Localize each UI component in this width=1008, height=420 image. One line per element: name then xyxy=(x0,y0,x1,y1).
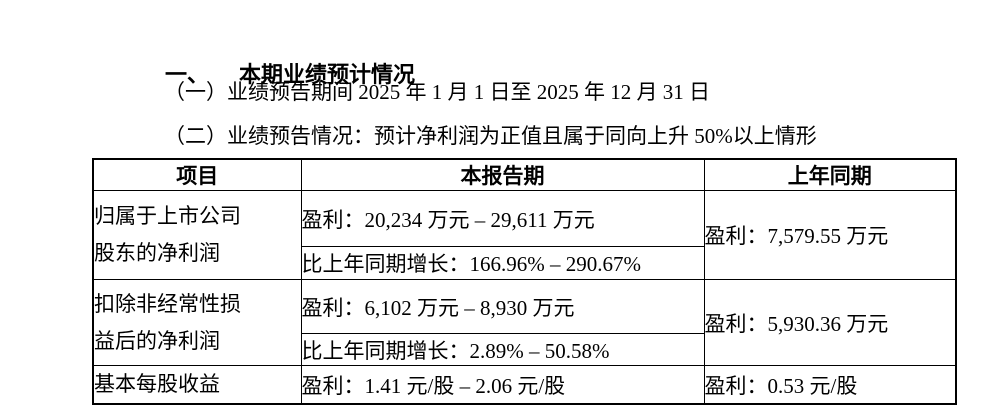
col-header-current-period: 本报告期 xyxy=(300,158,705,191)
cell-net-profit-growth: 比上年同期增长：166.96% – 290.67% xyxy=(300,246,705,280)
cell-item-eps: 基本每股收益 xyxy=(92,365,302,405)
table-row-eps: 基本每股收益 盈利：1.41 元/股 – 2.06 元/股 盈利：0.53 元/… xyxy=(92,365,957,405)
section-title: 本期业绩预计情况 xyxy=(239,62,416,87)
cell-net-profit-prior: 盈利：7,579.55 万元 xyxy=(703,190,957,280)
cell-eps-current: 盈利：1.41 元/股 – 2.06 元/股 xyxy=(300,365,705,405)
cell-item-net-profit: 归属于上市公司 股东的净利润 xyxy=(92,190,302,280)
item-line: 扣除非经常性损 xyxy=(94,291,241,316)
item-line: 益后的净利润 xyxy=(94,328,220,353)
col-header-item: 项目 xyxy=(92,158,302,191)
table-row-deducted-profit-a: 扣除非经常性损 益后的净利润 盈利：6,102 万元 – 8,930 万元 盈利… xyxy=(92,279,957,366)
item-line: 归属于上市公司 xyxy=(94,204,241,228)
item-line: 股东的净利润 xyxy=(94,241,220,265)
section-number: 一、 xyxy=(165,62,210,87)
cell-item-deducted-profit: 扣除非经常性损 益后的净利润 xyxy=(92,279,302,366)
cell-net-profit-current: 盈利：20,234 万元 – 29,611 万元 xyxy=(300,190,705,247)
item-line: 基本每股收益 xyxy=(94,372,220,396)
table-header-row: 项目 本报告期 上年同期 xyxy=(92,158,957,191)
table-row-net-profit-a: 归属于上市公司 股东的净利润 盈利：20,234 万元 – 29,611 万元 … xyxy=(92,190,957,280)
cell-deducted-profit-current: 盈利：6,102 万元 – 8,930 万元 xyxy=(300,279,705,334)
paragraph-forecast-situation: （二）业绩预告情况：预计净利润为正值且属于同向上升 50%以上情形 xyxy=(164,124,817,148)
paragraph-forecast-period: （一）业绩预告期间 2025 年 1 月 1 日至 2025 年 12 月 31… xyxy=(164,80,710,104)
col-header-prior-period: 上年同期 xyxy=(703,158,957,191)
cell-deducted-profit-growth: 比上年同期增长：2.89% – 50.58% xyxy=(300,333,705,366)
table-row-deducted-profit-b: 比上年同期增长：2.89% – 50.58% xyxy=(93,333,956,366)
section-heading: 一、 本期业绩预计情况 xyxy=(143,31,415,115)
cell-deducted-profit-prior: 盈利：5,930.36 万元 xyxy=(703,279,957,366)
cell-eps-prior: 盈利：0.53 元/股 xyxy=(703,365,957,405)
earnings-forecast-table: 项目 本报告期 上年同期 归属于上市公司 股东的净利润 盈利：20,234 万元… xyxy=(92,158,957,405)
table-row-net-profit-b: 比上年同期增长：166.96% – 290.67% xyxy=(93,246,956,280)
